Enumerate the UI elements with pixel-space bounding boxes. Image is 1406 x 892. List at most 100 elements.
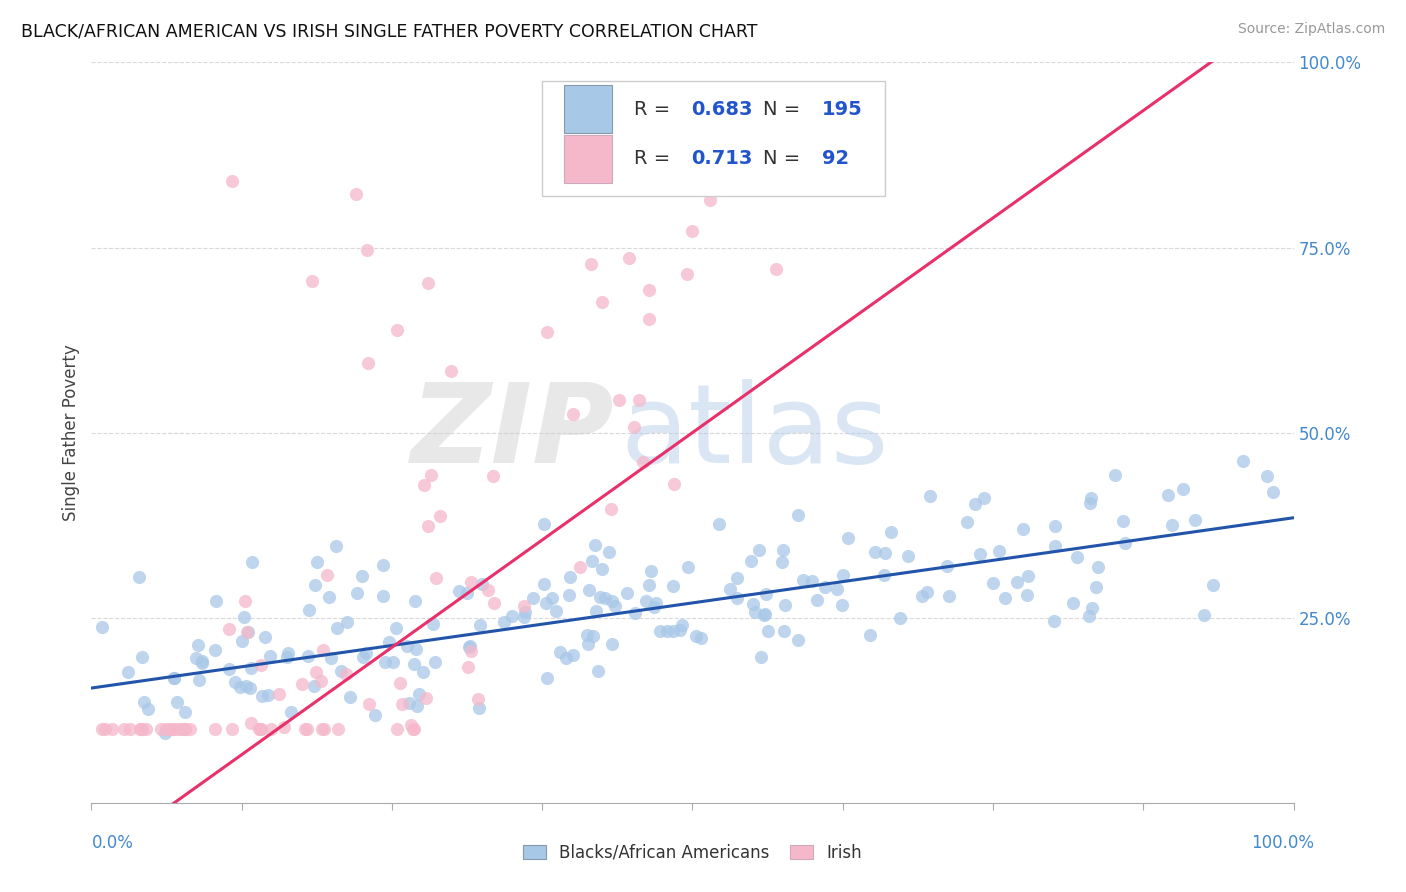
- Point: [326, 621, 349, 635]
- Point: [132, 695, 155, 709]
- Text: R =: R =: [634, 100, 676, 119]
- Point: [1081, 601, 1104, 615]
- Point: [250, 689, 273, 703]
- Point: [576, 637, 599, 651]
- Point: [911, 589, 934, 603]
- Point: [600, 637, 623, 651]
- Point: [512, 610, 534, 624]
- Point: [585, 603, 607, 617]
- Point: [709, 516, 731, 531]
- Point: [381, 656, 404, 670]
- Point: [581, 554, 603, 568]
- Y-axis label: Single Father Poverty: Single Father Poverty: [62, 344, 80, 521]
- Point: [1015, 588, 1038, 602]
- Point: [135, 722, 157, 736]
- Point: [236, 625, 259, 640]
- Point: [359, 697, 381, 711]
- Point: [676, 560, 699, 574]
- Point: [744, 605, 766, 619]
- Point: [218, 662, 240, 676]
- Point: [179, 722, 201, 736]
- Point: [875, 546, 897, 560]
- Point: [591, 562, 613, 576]
- Point: [751, 649, 773, 664]
- Point: [190, 657, 212, 671]
- Point: [153, 725, 176, 739]
- Point: [440, 364, 463, 378]
- Point: [319, 651, 342, 665]
- Point: [224, 675, 246, 690]
- Point: [827, 582, 849, 597]
- Point: [457, 640, 479, 655]
- Point: [423, 655, 446, 669]
- Point: [603, 599, 626, 614]
- Point: [915, 584, 938, 599]
- Point: [456, 586, 478, 600]
- Point: [354, 646, 377, 660]
- Point: [336, 615, 359, 629]
- Point: [640, 564, 662, 578]
- Point: [352, 650, 374, 665]
- Point: [449, 584, 471, 599]
- Point: [534, 596, 557, 610]
- Point: [240, 556, 263, 570]
- Point: [458, 639, 481, 653]
- Text: R =: R =: [634, 149, 676, 169]
- Point: [685, 629, 707, 643]
- Point: [413, 478, 436, 492]
- Point: [492, 615, 515, 629]
- Point: [599, 502, 621, 516]
- Point: [162, 722, 184, 736]
- Point: [650, 624, 672, 638]
- Point: [128, 722, 150, 736]
- Point: [938, 589, 960, 603]
- Point: [569, 559, 592, 574]
- Point: [294, 722, 316, 736]
- Point: [536, 326, 558, 340]
- Point: [157, 722, 180, 736]
- Point: [401, 717, 423, 731]
- Point: [249, 722, 271, 736]
- Point: [174, 722, 197, 736]
- Point: [581, 257, 603, 271]
- Point: [583, 538, 606, 552]
- Point: [748, 543, 770, 558]
- Point: [755, 587, 778, 601]
- Point: [1042, 615, 1064, 629]
- Point: [131, 722, 153, 736]
- Point: [1256, 469, 1278, 483]
- Point: [117, 665, 139, 679]
- Point: [582, 629, 605, 643]
- Point: [391, 697, 413, 711]
- Point: [533, 577, 555, 591]
- FancyBboxPatch shape: [564, 85, 612, 133]
- Point: [467, 701, 489, 715]
- Point: [859, 628, 882, 642]
- Point: [304, 578, 326, 592]
- Point: [754, 607, 776, 621]
- Point: [676, 267, 699, 281]
- Point: [315, 568, 337, 582]
- Point: [422, 617, 444, 632]
- Point: [1161, 517, 1184, 532]
- Point: [623, 607, 645, 621]
- Point: [260, 722, 283, 736]
- Point: [460, 574, 482, 589]
- Point: [402, 722, 425, 736]
- Point: [344, 187, 367, 202]
- Point: [655, 624, 678, 639]
- Point: [617, 160, 640, 174]
- Point: [963, 497, 986, 511]
- Point: [191, 655, 214, 669]
- Point: [969, 547, 991, 561]
- Point: [240, 716, 263, 731]
- Point: [291, 677, 314, 691]
- Point: [330, 664, 353, 678]
- Point: [956, 515, 979, 529]
- Point: [405, 642, 427, 657]
- Point: [1005, 574, 1028, 589]
- Point: [786, 508, 808, 522]
- Point: [236, 625, 259, 640]
- Point: [149, 722, 172, 736]
- Point: [558, 570, 581, 584]
